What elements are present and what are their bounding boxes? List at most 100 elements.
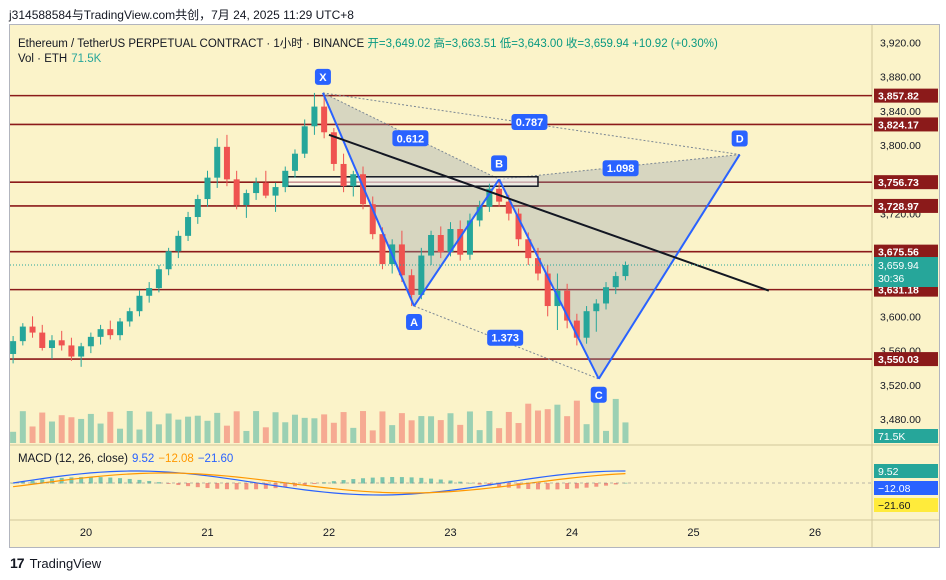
symbol-title[interactable]: Ethereum / TetherUS PERPETUAL CONTRACT ·… bbox=[18, 38, 365, 50]
ratio-badge bbox=[487, 329, 524, 346]
candle-body bbox=[612, 276, 619, 288]
change-value: +10.92 (+0.30%) bbox=[632, 38, 718, 50]
hist-tag bbox=[874, 498, 938, 512]
y-tick-label: 3,920.00 bbox=[880, 37, 921, 49]
level-label: 3,550.03 bbox=[878, 354, 919, 366]
y-tick-label: 3,520.00 bbox=[880, 380, 921, 392]
volume-bar bbox=[155, 424, 162, 443]
pattern-dotted-line bbox=[413, 305, 599, 380]
volume-bar bbox=[243, 430, 250, 443]
macd-hist-bar bbox=[565, 483, 570, 490]
candle-body bbox=[408, 275, 415, 295]
volume-bar bbox=[573, 400, 580, 443]
macd-tag-label: 9.52 bbox=[878, 466, 899, 478]
volume-bar bbox=[194, 415, 201, 443]
ratio-label: 1.098 bbox=[607, 163, 635, 175]
xab-triangle bbox=[322, 92, 500, 307]
macd-legend[interactable]: MACD (12, 26, close) 9.52 −12.08 −21.60 bbox=[18, 453, 233, 465]
footer-brand[interactable]: 17 TradingView bbox=[10, 555, 101, 571]
volume-bar bbox=[19, 411, 26, 443]
volume-legend[interactable]: Vol · ETH 71.5K bbox=[18, 53, 101, 65]
candle-body bbox=[603, 287, 610, 304]
low-value: 低=3,643.00 bbox=[499, 38, 563, 50]
price-chart[interactable]: 3,920.003,880.003,840.003,800.003,760.00… bbox=[10, 25, 939, 547]
candle-body bbox=[10, 341, 17, 354]
candle-body bbox=[379, 234, 386, 265]
macd-hist-bar bbox=[224, 483, 229, 490]
volume-bar bbox=[87, 413, 94, 443]
macd-hist-bar bbox=[244, 483, 249, 490]
macd-hist-bar bbox=[11, 483, 16, 484]
macd-hist-bar bbox=[467, 482, 472, 484]
macd-hist-bar bbox=[409, 477, 414, 484]
candle-body bbox=[321, 106, 328, 133]
volume-bar bbox=[126, 411, 133, 443]
macd-hist-bar bbox=[69, 477, 74, 484]
candle-body bbox=[428, 235, 435, 256]
macd-hist-bar bbox=[477, 483, 482, 485]
candle-body bbox=[126, 311, 133, 322]
macd-hist-bar bbox=[438, 479, 443, 484]
volume-tag-label: 71.5K bbox=[878, 431, 905, 443]
candle-body bbox=[19, 326, 26, 342]
volume-bar bbox=[10, 431, 17, 443]
volume-bar bbox=[360, 411, 367, 443]
volume-bar bbox=[330, 422, 337, 443]
macd-hist-bar bbox=[156, 482, 161, 484]
candle-body bbox=[262, 182, 269, 196]
candle-body bbox=[534, 258, 541, 274]
candle-body bbox=[214, 146, 221, 178]
symbol-header: Ethereum / TetherUS PERPETUAL CONTRACT ·… bbox=[18, 35, 718, 51]
signal-tag-label: −12.08 bbox=[878, 483, 911, 495]
candle-body bbox=[253, 182, 260, 194]
candle-body bbox=[39, 332, 46, 348]
volume-bar bbox=[68, 417, 75, 443]
pattern-point-badge bbox=[491, 155, 508, 172]
candle-body bbox=[515, 213, 522, 240]
volume-bar bbox=[369, 430, 376, 443]
candle-body bbox=[233, 179, 240, 206]
volume-bar bbox=[146, 411, 153, 443]
candle-body bbox=[87, 336, 94, 347]
candle-body bbox=[593, 303, 600, 312]
candle-body bbox=[544, 273, 551, 307]
pattern-dotted-line bbox=[322, 92, 500, 180]
x-tick-label: 24 bbox=[566, 527, 578, 539]
volume-bar bbox=[554, 404, 561, 443]
macd-hist-bar bbox=[118, 478, 123, 484]
y-tick-label: 3,800.00 bbox=[880, 140, 921, 152]
volume-bar bbox=[457, 424, 464, 443]
volume-bar bbox=[262, 427, 269, 443]
level-tag bbox=[874, 244, 938, 259]
macd-hist-bar bbox=[79, 477, 84, 484]
candle-body bbox=[175, 235, 182, 252]
volume-bar bbox=[165, 413, 172, 443]
volume-bar bbox=[622, 422, 629, 443]
volume-bar bbox=[398, 413, 405, 443]
volume-bar bbox=[389, 425, 396, 443]
macd-hist-bar bbox=[516, 483, 521, 489]
volume-bar bbox=[350, 427, 357, 443]
level-tag bbox=[874, 198, 938, 213]
macd-hist-bar bbox=[594, 483, 599, 487]
macd-hist-bar bbox=[429, 478, 434, 484]
macd-label: MACD (12, 26, close) bbox=[18, 453, 128, 465]
volume-bar bbox=[564, 416, 571, 443]
macd-hist-bar bbox=[98, 477, 103, 484]
macd-hist-bar bbox=[127, 478, 132, 484]
level-tag bbox=[874, 175, 938, 190]
volume-bar bbox=[301, 417, 308, 443]
candle-body bbox=[223, 146, 230, 180]
candle-body bbox=[447, 229, 454, 253]
chart-frame[interactable]: 3,920.003,880.003,840.003,800.003,760.00… bbox=[9, 24, 940, 548]
hist-tag-label: −21.60 bbox=[878, 500, 911, 512]
volume-bar bbox=[311, 418, 318, 443]
volume-bar bbox=[136, 429, 143, 443]
macd-hist-bar bbox=[526, 483, 531, 490]
macd-hist-bar bbox=[390, 477, 395, 484]
volume-bar bbox=[340, 412, 347, 443]
macd-hist-bar bbox=[147, 480, 152, 484]
candle-body bbox=[146, 288, 153, 296]
ratio-badge bbox=[602, 160, 639, 177]
macd-hist-bar bbox=[49, 478, 54, 484]
